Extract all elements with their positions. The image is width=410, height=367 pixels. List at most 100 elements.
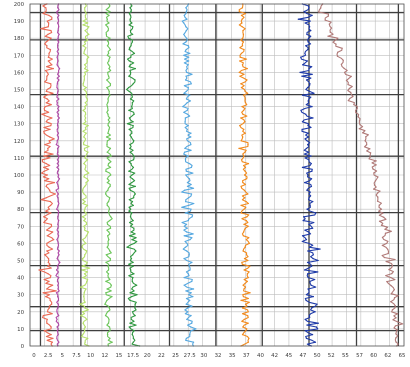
- data-point: [306, 60, 308, 62]
- data-point: [241, 45, 244, 47]
- data-point: [57, 151, 59, 153]
- data-point: [107, 189, 109, 191]
- data-point: [41, 159, 44, 161]
- data-point: [50, 37, 52, 39]
- data-point: [336, 55, 339, 57]
- data-point: [249, 292, 251, 294]
- data-point: [245, 200, 247, 203]
- data-point: [50, 124, 52, 127]
- data-point: [242, 284, 244, 286]
- data-point: [51, 284, 54, 286]
- data-point: [186, 18, 188, 20]
- data-point: [57, 227, 59, 229]
- y-tick-label: 40: [17, 276, 24, 282]
- data-point: [376, 192, 379, 194]
- data-point: [192, 341, 195, 343]
- data-point: [56, 166, 58, 169]
- data-point: [243, 223, 245, 226]
- data-point: [85, 155, 87, 157]
- x-tick-label: 35: [229, 353, 236, 359]
- data-point: [132, 26, 134, 28]
- data-point: [46, 174, 48, 176]
- data-point: [84, 10, 86, 13]
- data-point: [311, 170, 313, 172]
- data-point: [85, 90, 87, 93]
- data-point: [130, 231, 132, 233]
- data-point: [242, 250, 244, 252]
- data-point: [388, 268, 390, 271]
- data-point: [242, 326, 244, 328]
- data-point: [106, 299, 108, 302]
- data-point: [327, 15, 329, 17]
- data-point: [84, 140, 86, 142]
- data-point: [132, 276, 134, 279]
- data-point: [55, 189, 57, 191]
- data-point: [108, 238, 110, 241]
- frame-layer: [29, 3, 405, 347]
- data-point: [47, 22, 50, 24]
- data-point: [105, 261, 107, 264]
- data-point: [57, 219, 60, 222]
- data-point: [56, 94, 59, 96]
- data-point: [83, 299, 85, 302]
- data-point: [106, 223, 109, 226]
- data-point: [109, 48, 112, 51]
- data-point: [373, 172, 375, 174]
- data-point: [57, 216, 59, 218]
- data-point: [129, 64, 131, 66]
- data-point: [51, 18, 53, 20]
- data-point: [43, 155, 45, 157]
- data-point: [247, 311, 249, 313]
- data-point: [307, 124, 309, 127]
- data-point: [108, 318, 110, 321]
- data-point: [243, 128, 245, 131]
- data-point: [56, 208, 58, 210]
- data-point: [107, 52, 110, 55]
- data-point: [84, 174, 86, 176]
- data-point: [108, 208, 111, 210]
- x-tick-label: 40: [257, 353, 264, 359]
- data-point: [109, 330, 111, 332]
- data-point: [58, 14, 60, 17]
- data-point: [305, 238, 308, 241]
- data-point: [312, 117, 314, 119]
- data-point: [46, 94, 48, 96]
- data-point: [45, 102, 47, 104]
- data-point: [81, 246, 83, 248]
- y-tick-label: 130: [14, 122, 25, 128]
- data-point: [324, 19, 326, 21]
- data-point: [52, 67, 54, 70]
- data-point: [128, 170, 130, 172]
- data-point: [50, 83, 52, 85]
- data-point: [244, 246, 246, 248]
- data-point: [106, 178, 109, 180]
- data-point: [133, 155, 135, 157]
- data-point: [241, 333, 244, 336]
- data-point: [186, 67, 188, 70]
- x-tick-label: 7.5: [72, 353, 81, 359]
- data-point: [307, 41, 309, 43]
- x-tick-label: 5: [61, 353, 64, 359]
- data-point: [81, 257, 84, 260]
- data-point: [315, 326, 317, 328]
- data-point: [390, 276, 392, 279]
- data-point: [189, 333, 191, 336]
- data-point: [238, 147, 240, 150]
- data-point: [82, 45, 84, 47]
- data-point: [108, 307, 111, 309]
- data-point: [185, 37, 188, 39]
- data-point: [56, 140, 58, 142]
- data-point: [58, 41, 60, 43]
- series-layer: [38, 3, 404, 347]
- data-point: [85, 181, 87, 184]
- data-point: [129, 147, 131, 150]
- data-point: [81, 311, 84, 313]
- data-point: [186, 242, 188, 245]
- data-point: [86, 22, 89, 24]
- data-point: [107, 75, 110, 77]
- x-tick-label: 0: [32, 353, 36, 359]
- data-point: [105, 292, 107, 294]
- data-point: [85, 223, 88, 226]
- data-point: [57, 314, 60, 317]
